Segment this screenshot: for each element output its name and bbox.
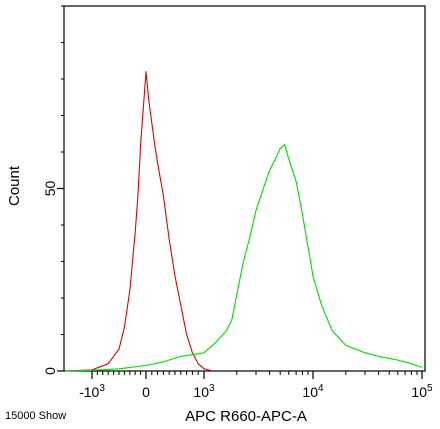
y-tick-label: 50 xyxy=(42,181,58,197)
x-tick-base: 10 xyxy=(193,384,209,400)
y-axis-ticks: 0 50 xyxy=(42,5,64,375)
plot-frame xyxy=(63,5,426,372)
x-tick-exponent: 3 xyxy=(99,383,105,394)
x-tick-label: 104 xyxy=(302,383,324,400)
series-layer xyxy=(64,71,423,372)
x-tick-label: -103 xyxy=(79,383,105,400)
x-tick-exponent: 4 xyxy=(318,383,324,394)
y-tick-label: 0 xyxy=(42,367,58,375)
x-tick-base: -10 xyxy=(79,384,99,400)
histogram-series-1 xyxy=(64,71,213,372)
x-tick-base: 10 xyxy=(411,384,427,400)
x-tick-label: 103 xyxy=(193,383,215,400)
x-tick-base: 10 xyxy=(302,384,318,400)
x-axis-ticks: -103 0 103 104 105 xyxy=(79,371,433,400)
histogram-series-2 xyxy=(64,144,423,372)
x-axis-title: APC R660-APC-A xyxy=(185,408,307,425)
x-tick-label: 0 xyxy=(142,384,150,400)
x-tick-exponent: 5 xyxy=(427,383,433,394)
footer-note: 15000 Show xyxy=(5,410,66,422)
y-axis-title: Count xyxy=(6,165,23,206)
x-tick-base: 0 xyxy=(142,384,150,400)
x-tick-exponent: 3 xyxy=(209,383,215,394)
x-tick-label: 105 xyxy=(411,383,433,400)
